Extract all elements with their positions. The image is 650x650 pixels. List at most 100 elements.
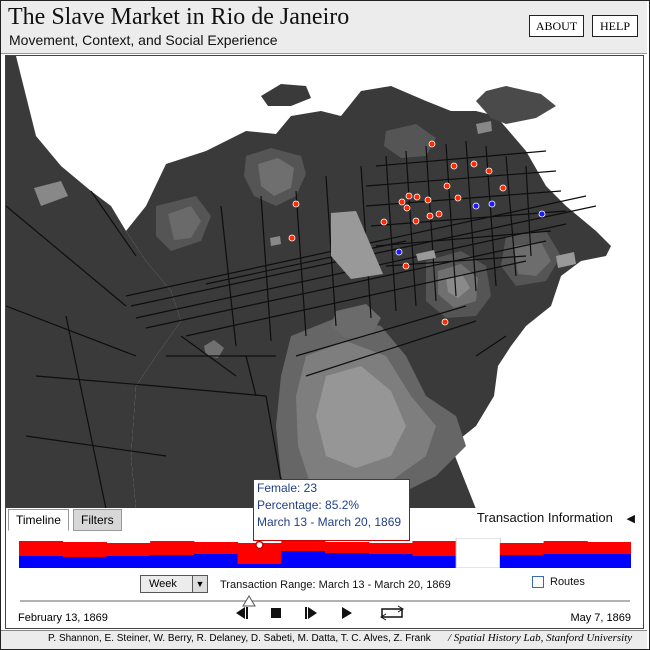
week-bar-male bbox=[543, 554, 588, 568]
loop-icon[interactable] bbox=[376, 605, 408, 621]
week-bar-female bbox=[412, 541, 457, 556]
timeline-end-date: May 7, 1869 bbox=[570, 612, 631, 624]
hill-4-top bbox=[514, 242, 551, 276]
week-bar[interactable] bbox=[325, 542, 370, 568]
hill-6 bbox=[331, 304, 381, 338]
routes-label: Routes bbox=[550, 576, 585, 588]
market-marker[interactable] bbox=[450, 162, 458, 170]
market-marker[interactable] bbox=[288, 234, 296, 242]
week-bar[interactable] bbox=[368, 543, 413, 568]
routes-checkbox[interactable] bbox=[532, 576, 544, 589]
week-bar-female bbox=[543, 541, 588, 554]
stop-icon[interactable] bbox=[269, 605, 283, 621]
week-bar-male bbox=[281, 551, 326, 568]
header: The Slave Market in Rio de Janeiro Movem… bbox=[1, 1, 647, 54]
week-bar[interactable] bbox=[412, 541, 457, 568]
week-bar-female bbox=[237, 543, 282, 564]
routes-toggle[interactable]: Routes bbox=[532, 576, 585, 589]
market-marker[interactable] bbox=[395, 248, 403, 256]
week-bar-female bbox=[325, 542, 370, 553]
play-icon[interactable] bbox=[340, 605, 354, 621]
building-1 bbox=[270, 236, 281, 246]
selected-week-marker[interactable] bbox=[255, 540, 264, 550]
interval-select-value: Week bbox=[149, 578, 177, 590]
week-bar[interactable] bbox=[455, 538, 501, 568]
help-button[interactable]: HELP bbox=[592, 15, 638, 37]
week-bar-male bbox=[106, 556, 151, 568]
market-marker[interactable] bbox=[428, 140, 436, 148]
about-button[interactable]: ABOUT bbox=[529, 15, 584, 37]
transaction-info-toggle[interactable]: Transaction Information ◀ bbox=[477, 510, 635, 525]
tab-timeline[interactable]: Timeline bbox=[8, 509, 69, 531]
building-3 bbox=[556, 252, 576, 268]
week-bar[interactable] bbox=[150, 541, 195, 568]
triangle-left-icon: ◀ bbox=[626, 513, 635, 525]
week-bar[interactable] bbox=[587, 542, 631, 568]
market-marker[interactable] bbox=[424, 196, 432, 204]
tab-filters[interactable]: Filters bbox=[73, 509, 122, 531]
market-marker[interactable] bbox=[443, 182, 451, 190]
market-marker[interactable] bbox=[499, 184, 507, 192]
hill-5 bbox=[384, 124, 436, 158]
market-marker[interactable] bbox=[441, 318, 449, 326]
week-bar[interactable] bbox=[62, 542, 107, 568]
tooltip-female: Female: 23 bbox=[257, 481, 318, 495]
building-2 bbox=[416, 250, 436, 261]
west-landmass bbox=[6, 56, 181, 509]
step-back-icon[interactable] bbox=[233, 605, 249, 621]
market-marker[interactable] bbox=[454, 194, 462, 202]
island-northeast bbox=[476, 86, 556, 124]
island-small bbox=[204, 340, 224, 358]
week-bar[interactable] bbox=[543, 541, 588, 568]
week-bar-female bbox=[281, 541, 326, 551]
market-marker[interactable] bbox=[403, 204, 411, 212]
week-tooltip: Female: 23 Percentage: 85.2% March 13 - … bbox=[253, 479, 410, 541]
week-bar[interactable] bbox=[499, 543, 545, 568]
transaction-range: Transaction Range: March 13 - March 20, … bbox=[220, 579, 451, 591]
week-bar[interactable] bbox=[19, 541, 64, 568]
week-bar-female bbox=[150, 541, 195, 555]
market-marker[interactable] bbox=[413, 193, 421, 201]
week-bar-female bbox=[587, 542, 631, 554]
app-subtitle: Movement, Context, and Social Experience bbox=[9, 32, 278, 48]
hill-3-peak bbox=[446, 274, 470, 298]
week-bar[interactable] bbox=[281, 541, 326, 568]
building-west bbox=[34, 181, 68, 206]
map-view[interactable] bbox=[5, 55, 644, 510]
market-marker[interactable] bbox=[292, 200, 300, 208]
city-map[interactable] bbox=[6, 56, 643, 509]
week-bar-male bbox=[499, 555, 545, 568]
week-bar-male bbox=[587, 554, 631, 568]
lab-credit: / Spatial History Lab, Stanford Universi… bbox=[448, 632, 633, 644]
market-marker[interactable] bbox=[405, 192, 413, 200]
week-bar-female bbox=[368, 543, 413, 554]
weekly-timeline-chart[interactable] bbox=[19, 538, 631, 568]
market-marker[interactable] bbox=[470, 160, 478, 168]
market-marker[interactable] bbox=[485, 167, 493, 175]
market-marker[interactable] bbox=[488, 200, 496, 208]
week-bar-female bbox=[106, 543, 151, 556]
week-bar[interactable] bbox=[193, 542, 239, 568]
market-marker[interactable] bbox=[426, 212, 434, 220]
week-bar-female bbox=[62, 542, 107, 557]
interval-select[interactable]: Week ▼ bbox=[140, 575, 208, 593]
market-marker[interactable] bbox=[435, 210, 443, 218]
market-marker[interactable] bbox=[398, 198, 406, 206]
tooltip-range: March 13 - March 20, 1869 bbox=[257, 515, 402, 529]
market-marker[interactable] bbox=[402, 262, 410, 270]
market-marker[interactable] bbox=[380, 218, 388, 226]
week-bar-female bbox=[19, 541, 64, 556]
credits: P. Shannon, E. Steiner, W. Berry, R. Del… bbox=[48, 633, 431, 644]
step-forward-icon[interactable] bbox=[304, 605, 320, 621]
week-bar-empty bbox=[455, 538, 501, 568]
market-marker[interactable] bbox=[412, 217, 420, 225]
time-slider[interactable] bbox=[20, 594, 630, 608]
market-marker[interactable] bbox=[472, 202, 480, 210]
week-bar[interactable] bbox=[106, 543, 151, 568]
market-marker[interactable] bbox=[538, 210, 546, 218]
week-bar-male bbox=[325, 553, 370, 568]
chevron-down-icon[interactable]: ▼ bbox=[192, 576, 207, 592]
slider-handle[interactable] bbox=[242, 595, 256, 607]
week-bar[interactable] bbox=[237, 543, 282, 568]
island-north bbox=[261, 84, 311, 106]
